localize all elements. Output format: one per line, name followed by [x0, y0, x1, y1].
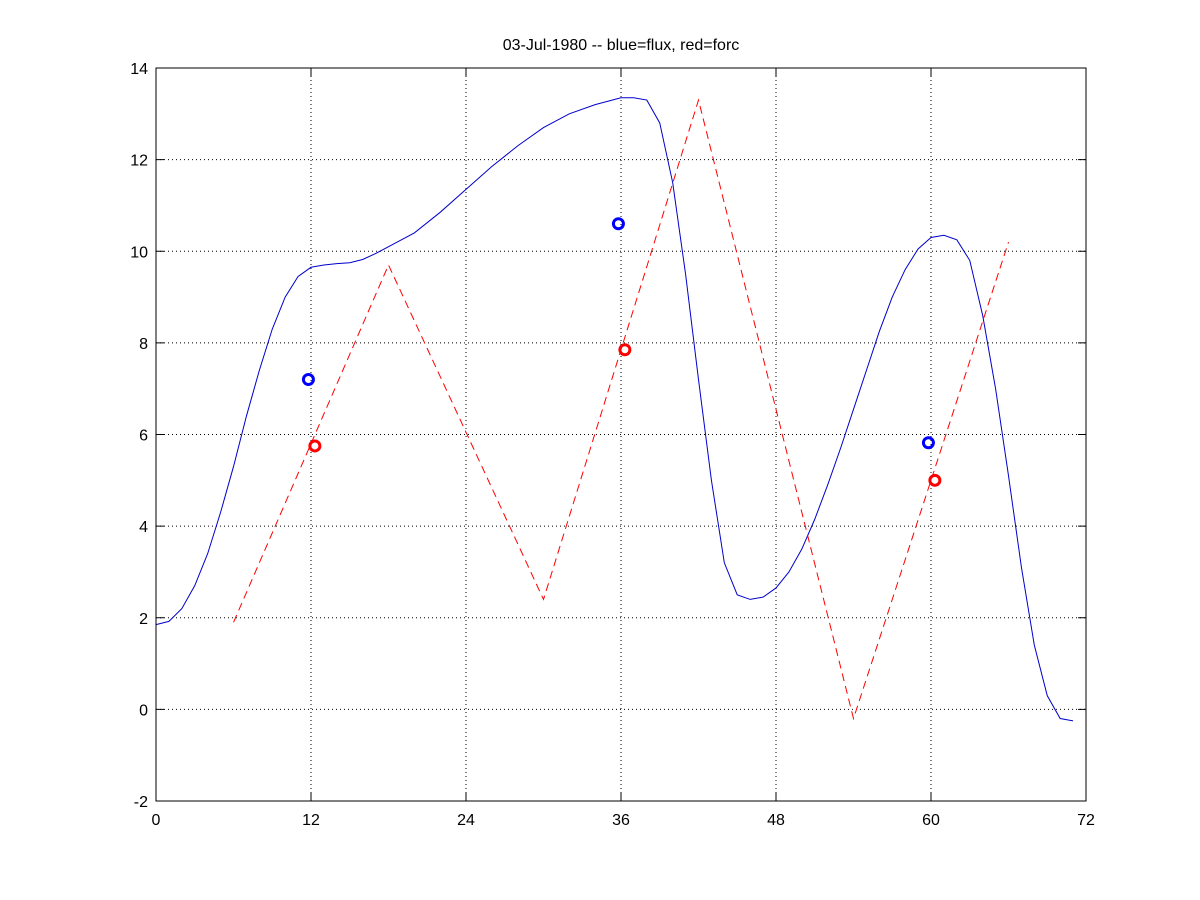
y-tick-label: 12 [130, 153, 148, 170]
y-tick-label: 2 [139, 611, 148, 628]
y-tick-label: 14 [130, 61, 148, 78]
series-line-flux [155, 97, 1074, 722]
data-point-marker [301, 373, 315, 387]
axis-ticks [155, 67, 1087, 802]
data-point-marker [618, 343, 632, 357]
x-tick-label: 48 [767, 812, 785, 829]
x-tick-label: 12 [302, 812, 320, 829]
grid [156, 68, 1086, 801]
data-point-marker [921, 436, 935, 450]
x-tick-label: 36 [612, 812, 630, 829]
data-point-marker [611, 217, 625, 231]
x-tick-label: 72 [1077, 812, 1095, 829]
chart-title: 03-Jul-1980 -- blue=flux, red=forc [503, 37, 740, 54]
y-tick-label: -2 [134, 794, 148, 811]
y-tick-label: 4 [139, 519, 148, 536]
y-tick-label: 0 [139, 702, 148, 719]
marker-group [301, 217, 942, 487]
data-point-marker [308, 439, 322, 453]
data-point-marker [928, 473, 942, 487]
x-tick-label: 0 [152, 812, 161, 829]
x-tick-label: 60 [922, 812, 940, 829]
y-tick-label: 10 [130, 244, 148, 261]
x-tick-label: 24 [457, 812, 475, 829]
y-tick-label: 8 [139, 336, 148, 353]
y-tick-label: 6 [139, 428, 148, 445]
